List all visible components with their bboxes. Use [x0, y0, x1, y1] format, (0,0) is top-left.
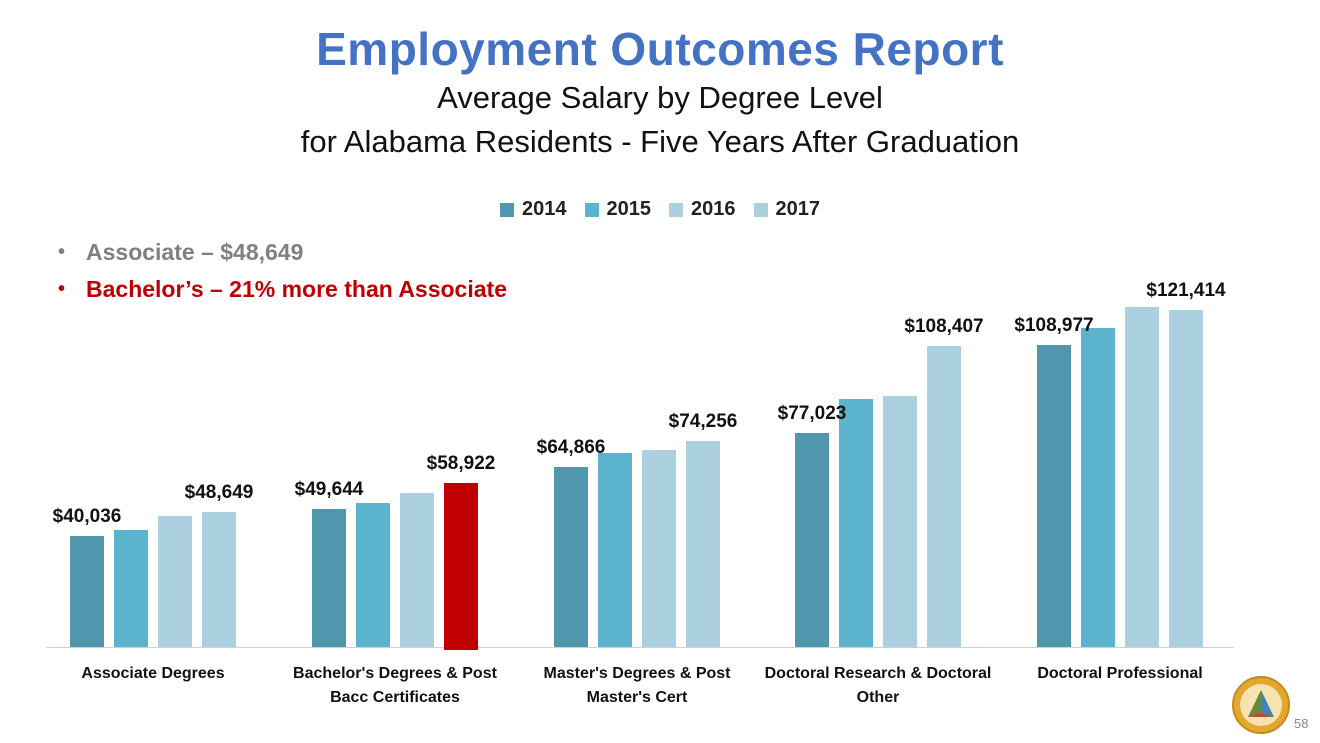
bullet-associate: • Associate – $48,649	[58, 234, 507, 271]
bar-2015	[839, 398, 873, 647]
legend-label: 2015	[606, 198, 652, 220]
data-label: $40,036	[52, 505, 122, 527]
triangle-emblem-icon	[1248, 690, 1274, 717]
category-label: Doctoral Professional	[1037, 665, 1203, 682]
category-label: Doctoral Research & Doctoral Other	[764, 665, 992, 706]
legend-item-2015: 2015	[584, 198, 652, 221]
bullet-bachelor: • Bachelor’s – 21% more than Associate	[58, 271, 507, 308]
bar-2017	[202, 511, 236, 647]
bar-2016	[1125, 307, 1159, 647]
legend-item-2014: 2014	[500, 198, 567, 221]
legend-label: 2014	[522, 198, 567, 220]
data-label: $108,407	[904, 316, 984, 338]
bar-2017	[927, 346, 961, 647]
bullet-dot-icon: •	[58, 278, 66, 300]
page-number: 58	[1294, 716, 1309, 731]
bar-2014	[70, 535, 104, 647]
legend-item-2016: 2016	[669, 198, 736, 221]
category-label: Bachelor's Degrees & Post Bacc Certificat…	[293, 665, 497, 706]
commission-seal-logo	[1232, 676, 1290, 734]
x-axis-line	[46, 647, 1234, 648]
bar-2015	[114, 529, 148, 647]
chart-legend: 2014 2015 2016 2017	[0, 198, 1320, 221]
key-points-list: • Associate – $48,649 • Bachelor’s – 21%…	[58, 234, 507, 308]
legend-item-2017: 2017	[753, 198, 821, 221]
bar-2016	[158, 515, 192, 647]
bar-2016	[642, 449, 676, 647]
bullet-dot-icon: •	[58, 241, 66, 263]
legend-swatch	[669, 202, 683, 217]
bar-2015	[1081, 328, 1115, 647]
legend-label: 2016	[691, 198, 736, 220]
legend-swatch	[753, 202, 768, 217]
data-label: $108,977	[1014, 314, 1094, 336]
data-label: $49,644	[294, 479, 364, 501]
data-label: $121,414	[1146, 280, 1226, 302]
bar-2015	[356, 502, 390, 647]
bar-2017	[444, 483, 478, 650]
data-label: $48,649	[184, 481, 254, 503]
legend-swatch	[500, 202, 514, 217]
bar-2014	[554, 466, 588, 647]
bar-2016	[400, 492, 434, 647]
bar-2014	[312, 509, 346, 647]
bar-2016	[883, 396, 917, 647]
chart-subtitle-line2: for Alabama Residents - Five Years After…	[300, 124, 1020, 159]
bullet-text: Associate – $48,649	[86, 239, 304, 265]
bar-2014	[795, 433, 829, 647]
category-label: Associate Degrees	[81, 665, 225, 682]
category-label: Master's Degrees & Post Master's Cert	[543, 665, 731, 706]
bar-2014	[1037, 344, 1071, 647]
data-label: $74,256	[668, 410, 738, 432]
bar-2017	[1169, 310, 1203, 647]
seal-inner	[1240, 684, 1282, 726]
bullet-text: Bachelor’s – 21% more than Associate	[86, 276, 507, 302]
bar-2017	[686, 440, 720, 647]
bar-2015	[598, 452, 632, 647]
legend-swatch	[584, 202, 599, 217]
chart-subtitle-line1: Average Salary by Degree Level	[437, 80, 883, 115]
data-label: $58,922	[426, 453, 496, 475]
data-label: $64,866	[536, 436, 606, 458]
data-label: $77,023	[777, 403, 847, 425]
report-title: Employment Outcomes Report	[316, 23, 1004, 75]
legend-label: 2017	[775, 198, 821, 220]
